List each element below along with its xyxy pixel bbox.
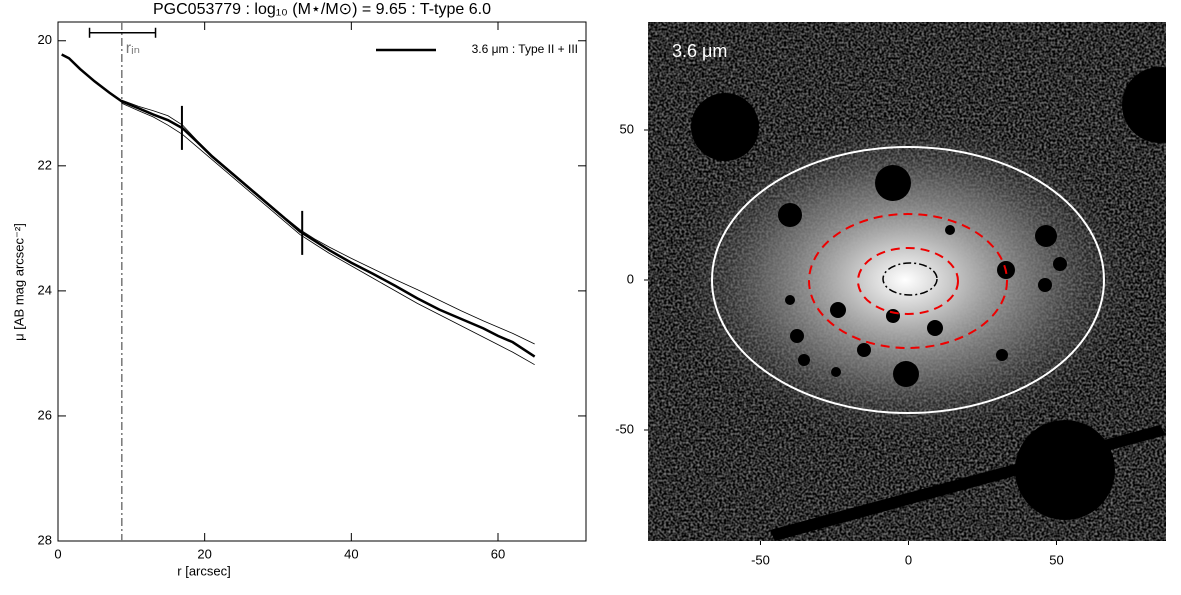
- outer-ellipse: [711, 146, 1105, 414]
- y-tick-label: 50: [620, 121, 634, 136]
- chart-title: PGC053779 : log₁₀ (M⋆/M⊙) = 9.65 : T-typ…: [153, 1, 491, 18]
- profile-line: [121, 102, 535, 366]
- y-tick-label: 20: [38, 32, 52, 47]
- galaxy-glow: [675, 120, 1135, 440]
- y-tick-label: 22: [38, 157, 52, 172]
- x-tick-label: 20: [197, 546, 211, 561]
- y-tick-label: -50: [615, 421, 634, 436]
- profile-line: [121, 99, 535, 345]
- y-tick-label: 28: [38, 532, 52, 547]
- break-ellipse: [808, 213, 1008, 349]
- x-axis-label: r [arcsec]: [177, 563, 230, 578]
- rin-ellipse: [882, 262, 938, 296]
- masks: [691, 67, 1166, 541]
- r-in-label: rᵢₙ: [126, 40, 140, 57]
- x-tick-label: 0: [905, 552, 912, 567]
- x-tick-label: -50: [751, 552, 770, 567]
- y-axis-label: μ [AB mag arcsec⁻²]: [11, 223, 26, 341]
- break-ellipse: [857, 247, 959, 315]
- x-tick-label: 0: [54, 546, 61, 561]
- band-label: 3.6 μm: [672, 41, 727, 61]
- x-tick-label: 50: [1049, 552, 1063, 567]
- image-panel: 3.6 μm -50 0 50 -50 0 50: [615, 22, 1166, 567]
- profile-plot: 0 20 40 60 20 22 24 26 28 rᵢₙ 3.6 μm : Type II + I…: [38, 21, 587, 561]
- x-tick-label: 60: [491, 546, 505, 561]
- x-tick-label: 40: [344, 546, 358, 561]
- plot-frame: [57, 21, 587, 542]
- legend-label: 3.6 μm : Type II + III: [472, 42, 578, 56]
- y-tick-label: 24: [38, 282, 52, 297]
- profile-line: [61, 53, 536, 358]
- y-tick-label: 26: [38, 407, 52, 422]
- y-tick-label: 0: [627, 271, 634, 286]
